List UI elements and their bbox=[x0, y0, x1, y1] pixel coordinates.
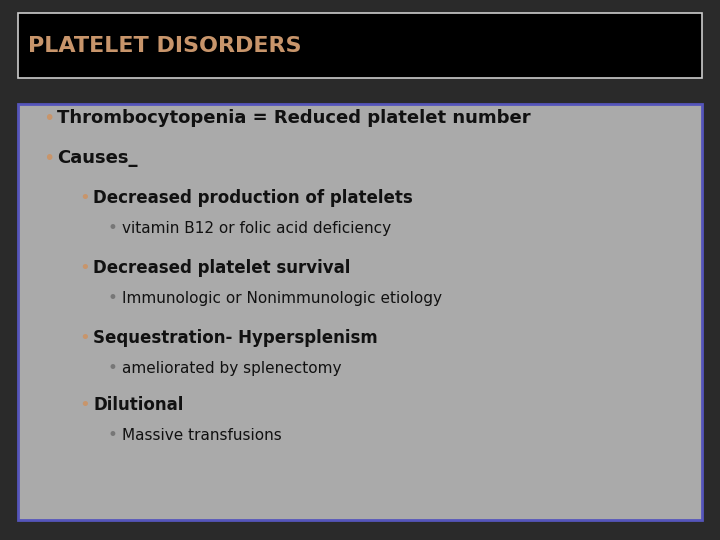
Text: Massive transfusions: Massive transfusions bbox=[122, 428, 282, 442]
FancyBboxPatch shape bbox=[18, 13, 702, 78]
Text: •: • bbox=[108, 426, 118, 444]
Text: •: • bbox=[108, 219, 118, 237]
Text: Decreased platelet survival: Decreased platelet survival bbox=[93, 259, 351, 277]
Text: •: • bbox=[79, 329, 90, 347]
Text: •: • bbox=[108, 289, 118, 307]
Text: •: • bbox=[79, 396, 90, 414]
Text: Decreased production of platelets: Decreased production of platelets bbox=[93, 189, 413, 207]
Text: Immunologic or Nonimmunologic etiology: Immunologic or Nonimmunologic etiology bbox=[122, 291, 442, 306]
Text: Thrombocytopenia = Reduced platelet number: Thrombocytopenia = Reduced platelet numb… bbox=[57, 109, 531, 127]
Text: •: • bbox=[79, 259, 90, 277]
Text: •: • bbox=[108, 359, 118, 377]
FancyBboxPatch shape bbox=[18, 104, 702, 520]
Text: •: • bbox=[43, 109, 55, 127]
Text: Causes_: Causes_ bbox=[57, 149, 138, 167]
Text: Dilutional: Dilutional bbox=[93, 396, 184, 414]
Text: PLATELET DISORDERS: PLATELET DISORDERS bbox=[28, 36, 302, 56]
Text: Sequestration- Hypersplenism: Sequestration- Hypersplenism bbox=[93, 329, 378, 347]
Text: •: • bbox=[79, 189, 90, 207]
Text: vitamin B12 or folic acid deficiency: vitamin B12 or folic acid deficiency bbox=[122, 220, 391, 235]
Text: •: • bbox=[43, 148, 55, 167]
Text: ameliorated by splenectomy: ameliorated by splenectomy bbox=[122, 361, 341, 375]
